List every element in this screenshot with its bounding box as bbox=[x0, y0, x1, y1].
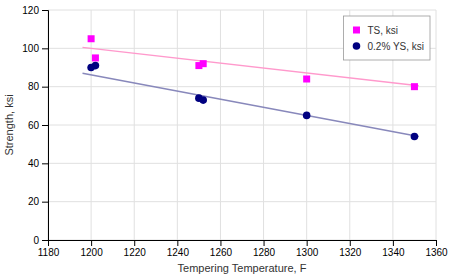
y-axis: 0 20 40 60 80 100 120 bbox=[22, 5, 48, 246]
tick-mark bbox=[91, 240, 92, 246]
tick: 1280 bbox=[253, 240, 276, 258]
legend-box bbox=[343, 16, 430, 60]
tick-mark bbox=[42, 48, 48, 49]
point bbox=[92, 54, 99, 61]
tick-label: 1320 bbox=[339, 247, 362, 258]
x-axis: 1180 1200 1220 1240 1260 1280 1300 1320 1340 1360 bbox=[38, 240, 448, 258]
tick-mark bbox=[42, 87, 48, 88]
tick-mark bbox=[42, 163, 48, 164]
grid-line-y bbox=[48, 125, 436, 126]
tick-label: 1180 bbox=[38, 247, 60, 258]
tick: 40 bbox=[28, 158, 48, 169]
point bbox=[411, 83, 418, 90]
tick-label: 40 bbox=[28, 158, 40, 169]
tick-mark bbox=[42, 125, 48, 126]
tick: 1260 bbox=[210, 240, 233, 258]
axis-line bbox=[49, 241, 437, 247]
point bbox=[303, 112, 311, 120]
tick: 1240 bbox=[167, 240, 190, 258]
tick-mark bbox=[436, 240, 437, 246]
point bbox=[411, 133, 419, 141]
tick-label: 1240 bbox=[167, 247, 190, 258]
tick-mark bbox=[393, 240, 394, 246]
tick-mark bbox=[177, 240, 178, 246]
point bbox=[92, 62, 100, 70]
tick-label: 0 bbox=[33, 235, 39, 246]
tick: 1320 bbox=[339, 240, 362, 258]
tick: 1220 bbox=[124, 240, 147, 258]
tick: 20 bbox=[28, 196, 48, 207]
tick-mark bbox=[264, 240, 265, 246]
tick-label: 1220 bbox=[124, 247, 147, 258]
y-axis-title: Strength, ksi bbox=[3, 94, 15, 155]
tick: 1300 bbox=[296, 240, 319, 258]
tick-mark bbox=[350, 240, 351, 246]
tick: 1200 bbox=[80, 240, 103, 258]
series-points bbox=[87, 62, 418, 141]
legend: TS, ksi 0.2% YS, ksi bbox=[343, 16, 430, 60]
point bbox=[303, 76, 310, 83]
tick: 60 bbox=[28, 120, 48, 131]
point bbox=[199, 96, 207, 104]
legend-label: TS, ksi bbox=[367, 25, 398, 36]
tick: 0 bbox=[33, 235, 48, 246]
tick-label: 60 bbox=[28, 120, 40, 131]
tick-label: 1360 bbox=[425, 247, 448, 258]
tick-label: 100 bbox=[22, 43, 39, 54]
tick: 100 bbox=[22, 43, 48, 54]
grid-line-y bbox=[48, 10, 436, 11]
tick-mark bbox=[220, 240, 221, 246]
tick: 1360 bbox=[425, 240, 448, 258]
tick-mark bbox=[42, 202, 48, 203]
tick-label: 1200 bbox=[80, 247, 103, 258]
tick-label: 1300 bbox=[296, 247, 319, 258]
trend-line bbox=[82, 73, 418, 136]
tick-label: 1340 bbox=[382, 247, 405, 258]
legend-label: 0.2% YS, ksi bbox=[367, 41, 424, 52]
point bbox=[88, 35, 95, 42]
axis-line bbox=[42, 11, 49, 241]
tick: 120 bbox=[22, 5, 48, 16]
tick-mark bbox=[307, 240, 308, 246]
chart: 1180120012201240126012801300132013401360… bbox=[0, 0, 450, 278]
tick-label: 1280 bbox=[253, 247, 276, 258]
tick-mark bbox=[134, 240, 135, 246]
tick: 80 bbox=[28, 81, 48, 92]
tick: 1180 bbox=[38, 240, 60, 258]
tick-label: 20 bbox=[28, 196, 40, 207]
x-axis-title: Tempering Temperature, F bbox=[178, 262, 307, 274]
point bbox=[200, 60, 207, 67]
grid-line-y bbox=[48, 86, 436, 87]
grid bbox=[48, 10, 436, 240]
legend-swatch bbox=[353, 27, 360, 34]
tick: 1340 bbox=[382, 240, 405, 258]
tick-mark bbox=[42, 240, 48, 241]
tick-label: 120 bbox=[22, 5, 39, 16]
grid-line-y bbox=[48, 201, 436, 202]
legend-swatch bbox=[353, 42, 361, 50]
grid-line-y bbox=[48, 163, 436, 164]
tick-mark bbox=[42, 10, 48, 11]
tick-label: 80 bbox=[28, 81, 40, 92]
tick-label: 1260 bbox=[210, 247, 233, 258]
